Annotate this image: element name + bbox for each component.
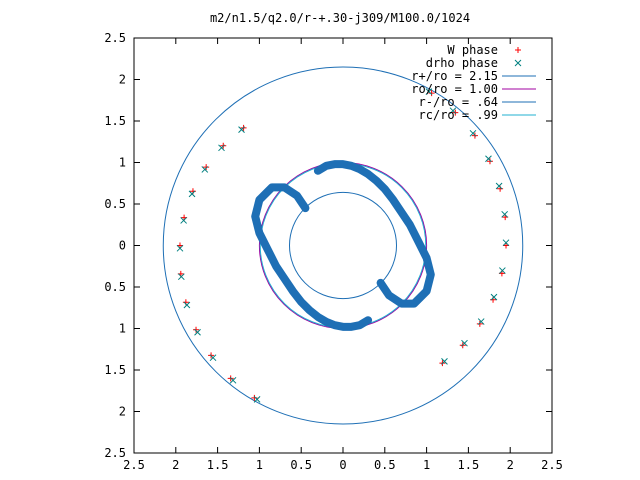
y-tick-label: 1: [119, 322, 126, 336]
data-points: [176, 88, 510, 403]
plot-frame: 2.52.5221.51.5110.50.5000.50.5111.51.522…: [104, 31, 563, 472]
legend-marker: [514, 59, 522, 67]
drho-phase-point: [177, 273, 185, 281]
y-tick-label: 1.5: [104, 363, 126, 377]
x-tick-label: 0.5: [290, 458, 312, 472]
legend-label: ro/ro = 1.00: [411, 82, 498, 96]
legend-label: W phase: [447, 43, 498, 57]
w-phase-point: [251, 394, 258, 401]
w-phase-point: [193, 326, 200, 333]
w-phase-point: [203, 164, 210, 171]
drho-phase-point: [490, 293, 498, 301]
y-tick-label: 0.5: [104, 197, 126, 211]
x-tick-label: 1.5: [207, 458, 229, 472]
y-tick-label: 0.5: [104, 280, 126, 294]
x-tick-label: 2: [172, 458, 179, 472]
y-tick-label: 0: [119, 239, 126, 253]
drho-phase-point: [194, 328, 201, 336]
y-tick-label: 2.5: [104, 446, 126, 460]
drho-phase-point: [425, 88, 433, 95]
drho-phase-point: [209, 354, 217, 362]
y-tick-label: 1: [119, 156, 126, 170]
drho-phase-point: [180, 217, 187, 224]
reference-circle: [288, 191, 398, 300]
drho-phase-point: [485, 155, 492, 163]
w-phase-point: [503, 242, 510, 249]
y-tick-label: 1.5: [104, 114, 126, 128]
drho-phase-point: [176, 244, 184, 252]
drho-phase-point: [449, 107, 457, 115]
x-tick-label: 0: [339, 458, 346, 472]
drho-phase-point: [188, 190, 196, 198]
x-tick-label: 2.5: [123, 458, 145, 472]
drho-phase-point: [499, 267, 506, 274]
chart-title: m2/n1.5/q2.0/r-+.30-j309/M100.0/1024: [210, 11, 470, 25]
legend-label: drho phase: [426, 56, 498, 70]
drho-phase-point: [238, 126, 245, 133]
drho-phase-point: [502, 239, 510, 247]
drho-phase-point: [253, 396, 261, 403]
x-tick-label: 1.5: [458, 458, 480, 472]
legend-marker: [515, 47, 521, 53]
y-tick-label: 2.5: [104, 31, 126, 45]
drho-phase-point: [477, 318, 485, 325]
drho-phase-point: [218, 144, 225, 152]
x-tick-label: 1: [423, 458, 430, 472]
drho-phase-point: [469, 129, 477, 137]
w-phase-point: [486, 158, 493, 165]
w-phase-point: [428, 90, 435, 97]
w-phase-point: [476, 320, 483, 327]
drho-phase-point: [183, 301, 191, 309]
y-tick-label: 2: [119, 405, 126, 419]
legend-label: r+/ro = 2.15: [411, 69, 498, 83]
legend-label: r-/ro = .64: [419, 95, 498, 109]
x-tick-label: 0.5: [374, 458, 396, 472]
x-tick-label: 2: [507, 458, 514, 472]
drho-phase-point: [441, 358, 448, 365]
inner-phase-arm: [251, 183, 373, 331]
reference-circle: [162, 66, 524, 425]
drho-phase-point: [461, 339, 468, 347]
x-tick-label: 1: [256, 458, 263, 472]
drho-phase-point: [495, 182, 503, 190]
drho-phase-point: [201, 166, 209, 173]
inner-phase-arm: [313, 160, 435, 308]
x-tick-label: 2.5: [541, 458, 563, 472]
w-phase-point: [176, 242, 183, 249]
drho-phase-point: [229, 376, 237, 384]
y-tick-label: 2: [119, 73, 126, 87]
drho-phase-point: [501, 210, 509, 218]
legend-label: rc/ro = .99: [419, 108, 498, 122]
